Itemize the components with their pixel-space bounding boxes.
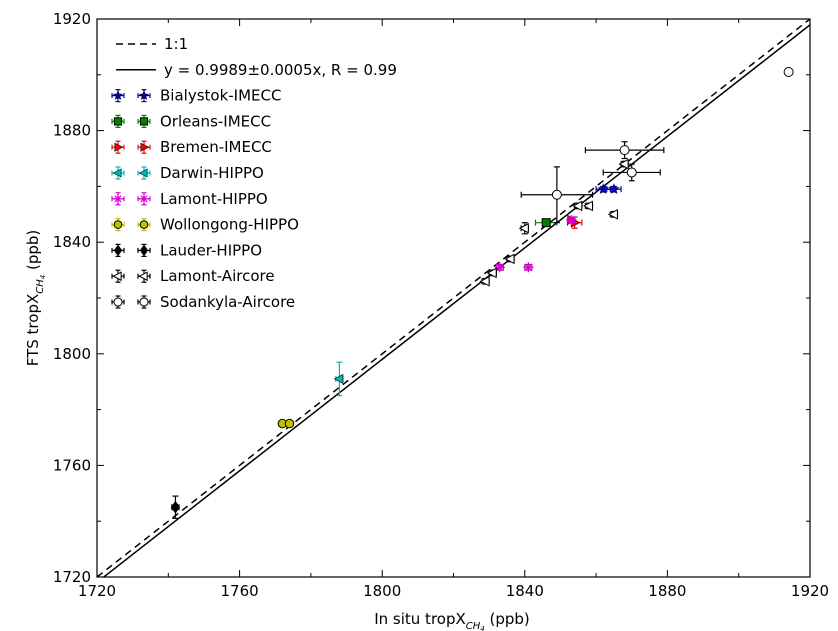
- legend-marker-sodankyla-aircore: [111, 295, 151, 309]
- x-tick-label: 1880: [648, 582, 686, 600]
- x-axis-label: In situ tropXCH4 (ppb): [374, 610, 530, 631]
- y-axis-label-unit: (ppb): [24, 230, 42, 275]
- y-tick-label: 1880: [53, 122, 91, 140]
- axes: 1720 1760 1800 1840 1880 1920 1720 1760 1800 1840…: [53, 10, 829, 600]
- x-axis-label-subscript: CH: [466, 621, 481, 631]
- legend-marker-bialystok-imecc: [111, 88, 151, 103]
- legend-marker-lauder-hippo: [111, 243, 151, 257]
- data-point-sodankyla-aircore: [584, 141, 665, 160]
- legend-entry-label: Lamont-Aircore: [160, 267, 275, 285]
- legend-entry-label: Darwin-HIPPO: [160, 164, 264, 182]
- data-point-lamont-hippo: [523, 262, 534, 273]
- data-point-lamont-aircore: [518, 222, 529, 235]
- legend: 1:1 y = 0.9989±0.0005x, R = 0.99 Bialystok…: [111, 35, 397, 311]
- x-tick-label: 1800: [363, 582, 401, 600]
- data-point-wollongong-hippo: [284, 418, 295, 429]
- data-point-darwin-hippo: [333, 361, 344, 397]
- plot-area: [97, 19, 810, 577]
- data-point-lauder-hippo: [170, 495, 181, 520]
- data-point-sodankyla-aircore: [520, 166, 594, 224]
- data-point-bialystok-imecc: [606, 183, 622, 194]
- y-tick-label: 1760: [53, 456, 91, 474]
- data-point-lamont-aircore: [504, 253, 515, 265]
- data-point-lamont-hippo: [494, 262, 505, 273]
- y-tick-label: 1920: [53, 10, 91, 28]
- x-axis-label-subsubscript: 4: [480, 625, 484, 631]
- x-tick-label: 1840: [506, 582, 544, 600]
- legend-entry-label: Sodankyla-Aircore: [160, 293, 295, 311]
- legend-entry-label: y = 0.9989±0.0005x, R = 0.99: [164, 61, 397, 79]
- legend-entry-label: Wollongong-HIPPO: [160, 216, 299, 234]
- y-axis-label-subsubscript: 4: [39, 275, 47, 279]
- legend-marker-lamont-hippo: [111, 192, 151, 206]
- data-point-lamont-aircore: [582, 200, 594, 212]
- data-point-lamont-aircore: [486, 267, 497, 279]
- x-tick-label: 1920: [791, 582, 829, 600]
- series-line-one-to-one: [97, 19, 810, 577]
- legend-entry-label: 1:1: [164, 35, 188, 53]
- legend-entry-label: Lauder-HIPPO: [160, 241, 262, 259]
- x-axis-label-main: In situ tropX: [374, 610, 466, 628]
- legend-marker-orleans-imecc: [111, 114, 151, 129]
- y-axis-label: FTS tropXCH4 (ppb): [24, 230, 47, 367]
- y-axis-label-subscript: CH: [35, 279, 46, 294]
- data-point-lamont-aircore: [618, 158, 629, 170]
- data-point-lamont-aircore: [479, 275, 490, 287]
- data-point-sodankyla-aircore: [783, 67, 794, 78]
- x-tick-label: 1760: [221, 582, 259, 600]
- legend-entry-label: Lamont-HIPPO: [160, 190, 268, 208]
- legend-marker-darwin-hippo: [111, 166, 151, 180]
- data-point-lamont-aircore: [572, 200, 583, 212]
- data-point-sodankyla-aircore: [602, 163, 661, 182]
- legend-marker-bremen-imecc: [111, 140, 151, 154]
- series-line-regression: [102, 24, 810, 577]
- y-axis-label-main: FTS tropX: [24, 294, 42, 367]
- y-tick-label: 1720: [53, 568, 91, 586]
- legend-entry-label: Orleans-IMECC: [160, 112, 271, 130]
- x-tick-label: 1720: [78, 582, 116, 600]
- legend-entry-label: Bremen-IMECC: [160, 138, 272, 156]
- x-axis-label-unit: (ppb): [485, 610, 530, 628]
- legend-marker-wollongong-hippo: [111, 218, 151, 232]
- data-point-lamont-aircore: [607, 208, 619, 220]
- legend-entry-label: Bialystok-IMECC: [160, 87, 281, 105]
- y-tick-label: 1840: [53, 233, 91, 251]
- legend-marker-lamont-aircore: [111, 269, 151, 283]
- y-tick-label: 1800: [53, 345, 91, 363]
- data-point-lamont-hippo: [566, 214, 577, 225]
